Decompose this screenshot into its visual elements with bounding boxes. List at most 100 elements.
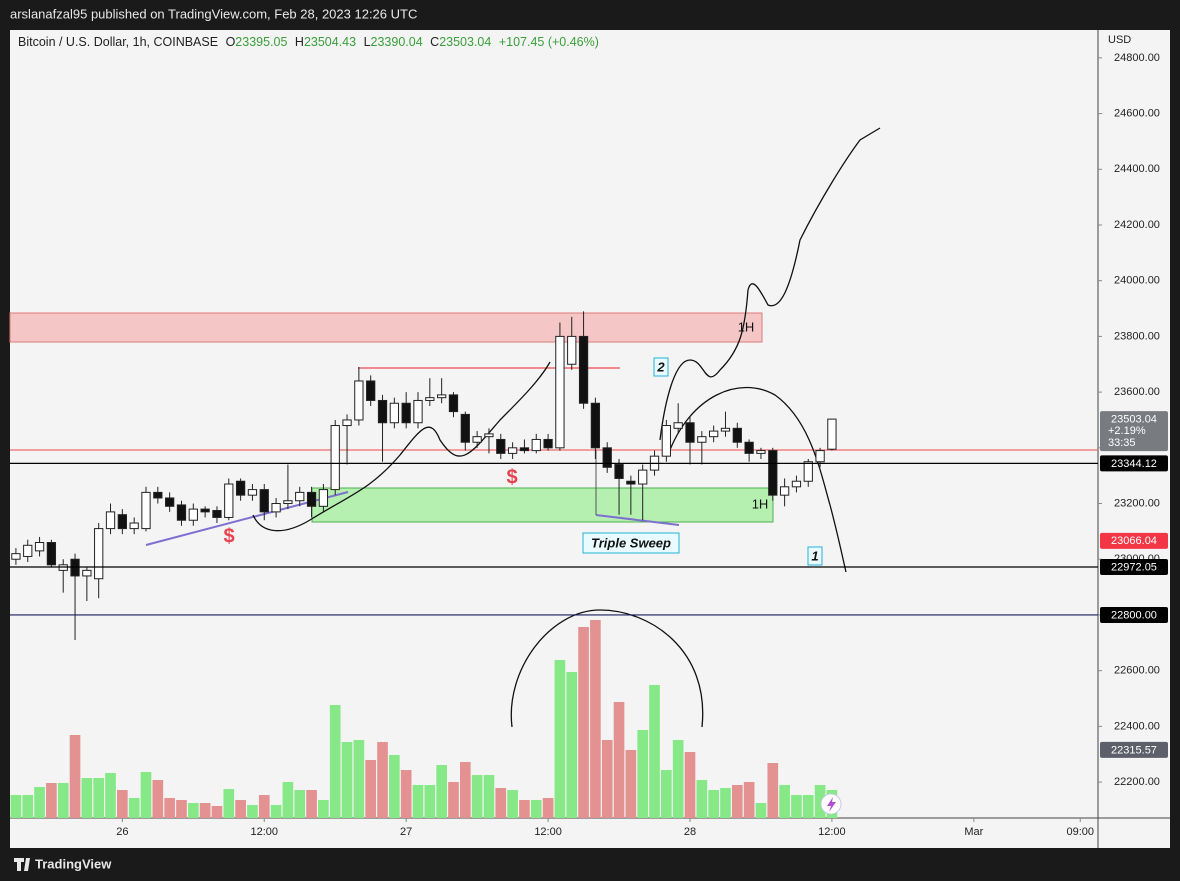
y-tick-label: 24000.00 bbox=[1114, 275, 1160, 287]
volume-bar bbox=[767, 763, 779, 818]
candle-body bbox=[567, 335, 577, 365]
candle-body bbox=[34, 542, 45, 552]
volume-bar bbox=[176, 800, 187, 818]
price-tag-label: 22972.05 bbox=[1111, 561, 1157, 573]
candle-body bbox=[23, 544, 33, 557]
candle-body bbox=[578, 335, 589, 404]
x-tick-label: 28 bbox=[684, 826, 696, 838]
y-tick-label: 24400.00 bbox=[1114, 163, 1160, 175]
annotation: 2 bbox=[656, 359, 665, 374]
candle-body bbox=[306, 491, 317, 507]
trend-line bbox=[595, 514, 680, 526]
volume-bar bbox=[365, 760, 377, 818]
chart-area bbox=[10, 30, 1170, 848]
candle-body bbox=[224, 483, 234, 518]
volume-bar bbox=[93, 778, 105, 818]
annotation: 1H bbox=[738, 319, 755, 334]
volume-bar bbox=[495, 788, 507, 818]
volume-bar bbox=[625, 750, 637, 818]
x-tick-label: 26 bbox=[116, 826, 128, 838]
volume-bar bbox=[791, 795, 802, 818]
volume-bar bbox=[613, 702, 625, 818]
volume-bar bbox=[519, 800, 530, 818]
price-tag-label: 23503.04 bbox=[1111, 414, 1157, 426]
volume-bar bbox=[436, 765, 447, 818]
candle-body bbox=[437, 394, 447, 399]
candle-body bbox=[484, 433, 494, 438]
candle-body bbox=[117, 514, 127, 530]
volume-bar bbox=[507, 790, 518, 818]
volume-bar bbox=[554, 660, 566, 818]
candle-body bbox=[318, 489, 329, 507]
volume-bar bbox=[81, 778, 93, 818]
candle-body bbox=[141, 491, 151, 530]
legend-change: +107.45 (+0.46%) bbox=[499, 35, 599, 49]
price-tag bbox=[1100, 741, 1168, 758]
volume-bar bbox=[57, 783, 69, 818]
candle-body bbox=[295, 491, 305, 502]
volume-bar bbox=[164, 798, 175, 818]
candle-body bbox=[165, 497, 175, 507]
candle-body bbox=[827, 418, 837, 450]
volume-bar bbox=[743, 782, 755, 818]
candle-body bbox=[720, 427, 731, 432]
candle-body bbox=[330, 425, 340, 491]
volume-bar bbox=[128, 798, 140, 818]
candle-body bbox=[519, 447, 530, 452]
candle-body bbox=[496, 438, 506, 454]
x-tick-label: 09:00 bbox=[1066, 826, 1094, 838]
candle-body bbox=[342, 419, 352, 427]
price-tag-label: 23066.04 bbox=[1111, 535, 1157, 547]
annotation: Triple Sweep bbox=[591, 535, 671, 550]
candle-body bbox=[377, 399, 388, 424]
volume-bar bbox=[187, 803, 199, 818]
volume-bar bbox=[542, 798, 554, 818]
logo bbox=[14, 858, 30, 871]
volume-bar bbox=[223, 789, 235, 818]
volume-bar bbox=[459, 762, 471, 818]
y-tick-label: 24200.00 bbox=[1114, 219, 1160, 231]
y-tick-label: 23800.00 bbox=[1114, 330, 1160, 342]
volume-bar bbox=[318, 800, 329, 818]
candle-body bbox=[401, 402, 411, 424]
y-tick-label: 24600.00 bbox=[1114, 107, 1160, 119]
projection-curve bbox=[252, 361, 551, 532]
volume-bar bbox=[672, 740, 684, 818]
volume-bar bbox=[566, 672, 578, 818]
symbol-legend: Bitcoin / U.S. Dollar, 1h, COINBASE O233… bbox=[18, 35, 599, 49]
axis-unit: USD bbox=[1108, 34, 1131, 46]
x-tick-label: 12:00 bbox=[534, 826, 562, 838]
volume-bar bbox=[247, 805, 258, 818]
volume-bar bbox=[720, 788, 731, 818]
annotation-box bbox=[807, 546, 823, 566]
candle-body bbox=[590, 402, 601, 449]
x-tick-label: Mar bbox=[964, 826, 983, 838]
volume-bar bbox=[341, 742, 353, 818]
candle-body bbox=[555, 335, 565, 449]
candle-body bbox=[94, 528, 104, 580]
candle-body bbox=[188, 508, 198, 521]
annotation: $ bbox=[506, 466, 517, 488]
x-tick-label: 12:00 bbox=[818, 826, 846, 838]
candle-body bbox=[200, 508, 210, 513]
candle-body bbox=[153, 491, 163, 499]
volume-bar bbox=[731, 785, 743, 818]
y-tick-label: 22600.00 bbox=[1114, 665, 1160, 677]
annotation: 1 bbox=[811, 548, 818, 563]
candle-body bbox=[744, 441, 754, 454]
candle-body bbox=[389, 402, 399, 424]
legend-value: 23390.04 bbox=[371, 35, 423, 49]
demand-zone bbox=[311, 487, 774, 523]
supply-zone bbox=[9, 312, 763, 343]
volume-bar bbox=[353, 740, 365, 818]
y-tick-label: 23600.00 bbox=[1114, 386, 1160, 398]
volume-bar bbox=[22, 795, 34, 818]
volume-bar bbox=[814, 785, 826, 818]
volume-bar bbox=[578, 627, 589, 818]
volume-bar bbox=[10, 795, 22, 818]
price-tag-extra: +2.19% bbox=[1108, 425, 1146, 437]
volume-bar bbox=[282, 782, 294, 818]
volume-bar bbox=[779, 785, 790, 818]
volume-bar bbox=[661, 770, 672, 818]
candle-body bbox=[82, 569, 92, 577]
